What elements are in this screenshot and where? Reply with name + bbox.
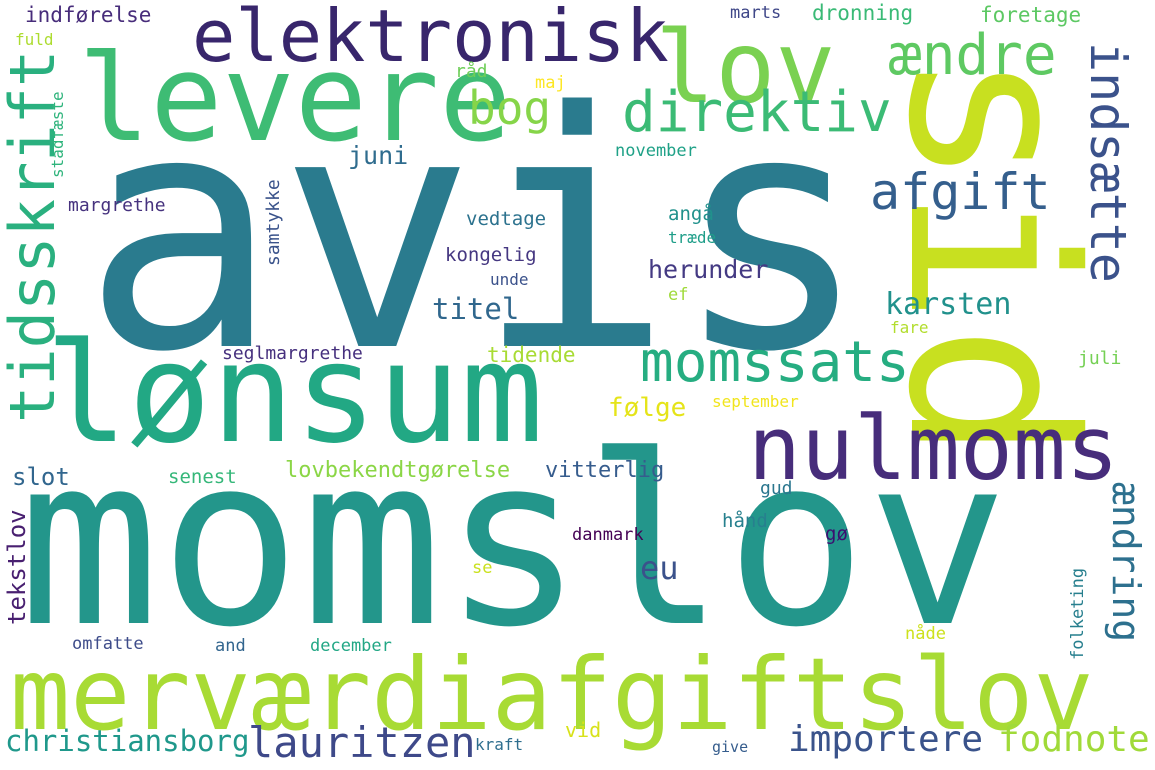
word-fare: fare [890,318,929,337]
word-avis: avis [82,43,870,424]
word-momssats: momssats [640,330,910,395]
word-momslov: momslov [18,406,1009,679]
word-eu: eu [640,549,679,587]
word-kraft: kraft [475,735,524,754]
word-vedtage: vedtage [466,208,547,230]
word-vitterlig: vitterlig [545,458,665,483]
word-juli: juli [1078,348,1122,369]
word-nulmoms: nulmoms [748,397,1119,500]
word-fodnote: fodnote [998,719,1150,760]
word-slot: slot [12,463,70,491]
word-danmark: danmark [572,525,644,545]
word-kongelig: kongelig [445,244,537,266]
word-christiansborg: christiansborg [5,724,250,758]
word-juni: juni [348,141,409,170]
word-hand: hånd [722,510,768,532]
word-and: and [215,636,246,656]
word-omfatte: omfatte [72,634,144,654]
word-vid: vid [565,718,602,742]
word-seglmargrethe: seglmargrethe [222,343,363,364]
word-mervaerdiafgiftslov: merværdiafgiftslov [10,636,1094,753]
word-go: gø [825,523,848,545]
word-importere: importere [788,719,984,760]
word-levere: levere [78,30,512,169]
word-folge: følge [608,393,687,423]
word-indsaette: indsætte [1079,42,1137,283]
word-afgift: afgift [870,163,1051,221]
word-give: give [712,738,749,756]
word-traede: træde [668,228,717,247]
word-november: november [615,141,697,161]
word-rad: råd [455,61,488,82]
word-stadfaeste: stadfæste [48,91,67,178]
word-foretage: foretage [980,3,1082,27]
word-dronning: dronning [812,1,914,25]
word-gud: gud [760,478,793,499]
word-herunder: herunder [648,255,769,284]
word-ef: ef [668,285,689,305]
word-maj: maj [535,73,566,93]
word-indforelse: indførelse [25,3,152,27]
word-lauritzen: lauritzen [248,718,476,767]
word-unde: unde [490,270,529,289]
word-marts: marts [730,3,782,23]
word-karsten: karsten [885,287,1012,322]
word-nade: nåde [905,624,946,644]
word-tekstlov: tekstlov [3,509,31,625]
word-september: september [712,392,799,411]
word-lonsum: lønsum [45,313,544,474]
word-folketing: folketing [1068,567,1088,660]
word-lov: lov [655,9,836,126]
word-aendring: ændring [1104,482,1148,643]
word-titel: titel [432,292,520,326]
word-lovbekendtgorelse: lovbekendtgørelse [285,458,511,483]
word-fuld: fuld [15,30,54,49]
word-senest: senest [168,466,237,488]
word-margrethe: margrethe [68,195,166,216]
word-elektronisk: elektronisk [192,0,669,78]
word-bog: bog [468,81,552,135]
word-se: se [472,558,493,578]
word-aendre: ændre [888,23,1057,88]
word-direktiv: direktiv [622,80,892,145]
word-samtykke: samtykke [263,179,284,266]
word-december: december [310,636,392,656]
word-tidende: tidende [487,343,576,367]
word-anga: angå [668,203,714,225]
